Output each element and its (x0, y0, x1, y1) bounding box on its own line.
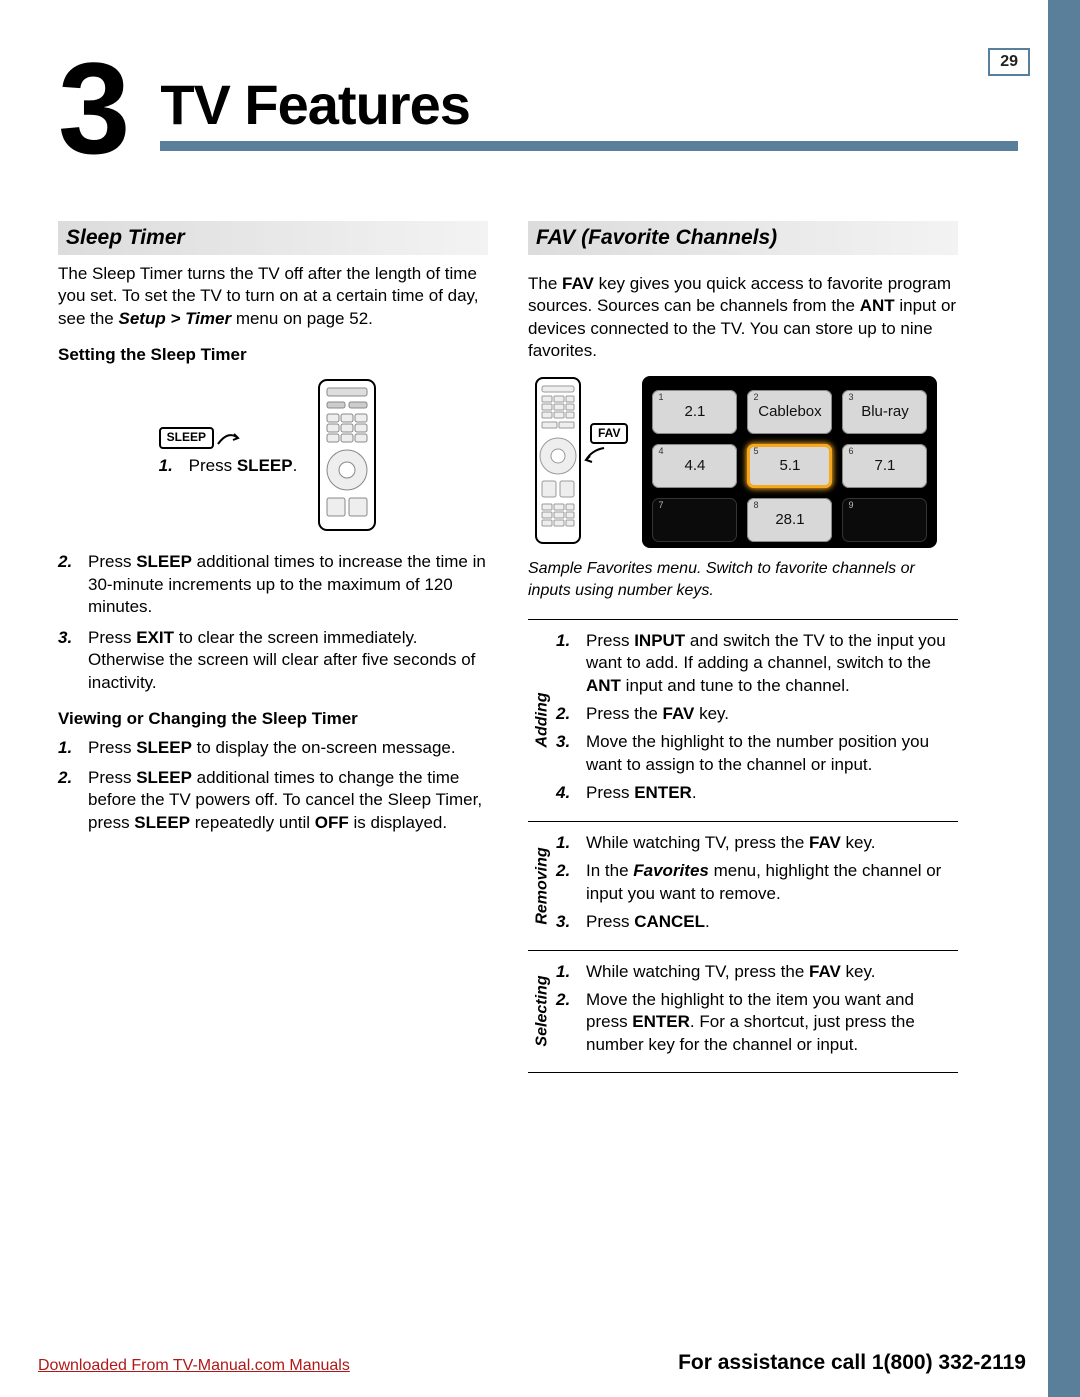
chapter-header: 3 TV Features (58, 50, 1018, 167)
download-link[interactable]: Downloaded From TV-Manual.com Manuals (38, 1357, 350, 1375)
fav-cell-value: 28.1 (747, 498, 832, 542)
step: While watching TV, press the FAV key. (556, 961, 958, 983)
task-body: Press INPUT and switch the TV to the inp… (556, 630, 958, 811)
fav-cell-value: 4.4 (652, 444, 737, 488)
fav-cell-number: 3 (848, 392, 853, 404)
task-label: Selecting (528, 961, 556, 1063)
task-body: While watching TV, press the FAV key. Mov… (556, 961, 958, 1063)
fav-cell: 3Blu-ray (842, 390, 927, 434)
left-column: Sleep Timer The Sleep Timer turns the TV… (58, 221, 488, 1073)
step: Press SLEEP additional times to increase… (58, 551, 488, 618)
section-heading-fav: FAV (Favorite Channels) (528, 221, 958, 255)
text-bold: FAV (562, 274, 594, 293)
text-bold: Setup > Timer (119, 309, 232, 328)
fav-cell: 2Cablebox (747, 390, 832, 434)
task-body: While watching TV, press the FAV key. In … (556, 832, 958, 940)
text: is displayed. (349, 813, 447, 832)
task-row: AddingPress INPUT and switch the TV to t… (528, 620, 958, 822)
task-table: AddingPress INPUT and switch the TV to t… (528, 619, 958, 1074)
subheading-setting-sleep-timer: Setting the Sleep Timer (58, 344, 488, 366)
step: Press EXIT to clear the screen immediate… (58, 627, 488, 694)
step: Press INPUT and switch the TV to the inp… (556, 630, 958, 697)
step: Move the highlight to the number positio… (556, 731, 958, 776)
remote-figure-sleep: SLEEP Press SLEEP. (58, 378, 488, 533)
arrow-icon (216, 428, 240, 448)
remote-icon (307, 378, 387, 533)
step: In the Favorites menu, highlight the cha… (556, 860, 958, 905)
text: The (528, 274, 562, 293)
fav-cell: 12.1 (652, 390, 737, 434)
arrow-icon (582, 444, 608, 464)
side-accent-bar (1048, 0, 1080, 1397)
sleep-key-label: SLEEP (159, 427, 214, 449)
fav-cell: 55.1 (747, 444, 832, 488)
task-label: Adding (528, 630, 556, 811)
fav-cell-number: 5 (753, 446, 758, 458)
text-bold: SLEEP (136, 768, 192, 787)
text-bold: EXIT (136, 628, 174, 647)
text-bold: SLEEP (136, 738, 192, 757)
subheading-viewing-sleep-timer: Viewing or Changing the Sleep Timer (58, 708, 488, 730)
step: Press SLEEP. (159, 455, 298, 477)
text: repeatedly until (190, 813, 315, 832)
fav-cell-number: 8 (753, 500, 758, 512)
step: Press the FAV key. (556, 703, 958, 725)
fav-cell: 7 (652, 498, 737, 542)
fav-cell-value: 5.1 (747, 444, 832, 488)
fav-cell: 44.4 (652, 444, 737, 488)
text-bold: SLEEP (237, 456, 293, 475)
sleep-intro-text: The Sleep Timer turns the TV off after t… (58, 263, 488, 330)
step: While watching TV, press the FAV key. (556, 832, 958, 854)
fav-cell: 9 (842, 498, 927, 542)
text: to display the on-screen message. (192, 738, 456, 757)
text-bold: SLEEP (134, 813, 190, 832)
chapter-title: TV Features (160, 72, 1018, 137)
fav-cell-number: 7 (658, 500, 663, 512)
section-heading-sleep-timer: Sleep Timer (58, 221, 488, 255)
fav-key-label: FAV (590, 423, 628, 445)
step: Move the highlight to the item you want … (556, 989, 958, 1056)
fav-cell: 828.1 (747, 498, 832, 542)
text-bold: SLEEP (136, 552, 192, 571)
text: menu on page 52. (231, 309, 373, 328)
text: . (293, 456, 298, 475)
step: Press ENTER. (556, 782, 958, 804)
fav-cell-number: 6 (848, 446, 853, 458)
title-rule (160, 141, 1018, 151)
fav-cell: 67.1 (842, 444, 927, 488)
text-bold: ANT (860, 296, 895, 315)
fav-cell-value: 2.1 (652, 390, 737, 434)
fav-cell-number: 9 (848, 500, 853, 512)
text: Press (88, 628, 136, 647)
text: Press (189, 456, 237, 475)
task-label: Removing (528, 832, 556, 940)
fav-screen: 12.12Cablebox3Blu-ray44.455.167.17828.19 (642, 376, 937, 548)
assistance-phone: For assistance call 1(800) 332-2119 (678, 1351, 1026, 1375)
fav-cell-number: 1 (658, 392, 663, 404)
fav-cell-value: 7.1 (842, 444, 927, 488)
step: Press CANCEL. (556, 911, 958, 933)
task-row: SelectingWhile watching TV, press the FA… (528, 951, 958, 1074)
fav-illustration: FAV 12.12Cablebox3Blu-ray44.455.167.1782… (528, 376, 958, 548)
fav-caption: Sample Favorites menu. Switch to favorit… (528, 558, 958, 600)
text: Press (88, 768, 136, 787)
remote-icon (528, 376, 588, 546)
task-row: RemovingWhile watching TV, press the FAV… (528, 822, 958, 951)
fav-cell-value: Cablebox (747, 390, 832, 434)
step: Press SLEEP additional times to change t… (58, 767, 488, 834)
fav-cell-number: 4 (658, 446, 663, 458)
fav-intro-text: The FAV key gives you quick access to fa… (528, 273, 958, 363)
step: Press SLEEP to display the on-screen mes… (58, 737, 488, 759)
right-column: FAV (Favorite Channels) The FAV key give… (528, 221, 958, 1073)
text-bold: OFF (315, 813, 349, 832)
chapter-number: 3 (58, 50, 124, 167)
text: Press (88, 552, 136, 571)
fav-cell-number: 2 (753, 392, 758, 404)
text: Press (88, 738, 136, 757)
fav-cell-value: Blu-ray (842, 390, 927, 434)
